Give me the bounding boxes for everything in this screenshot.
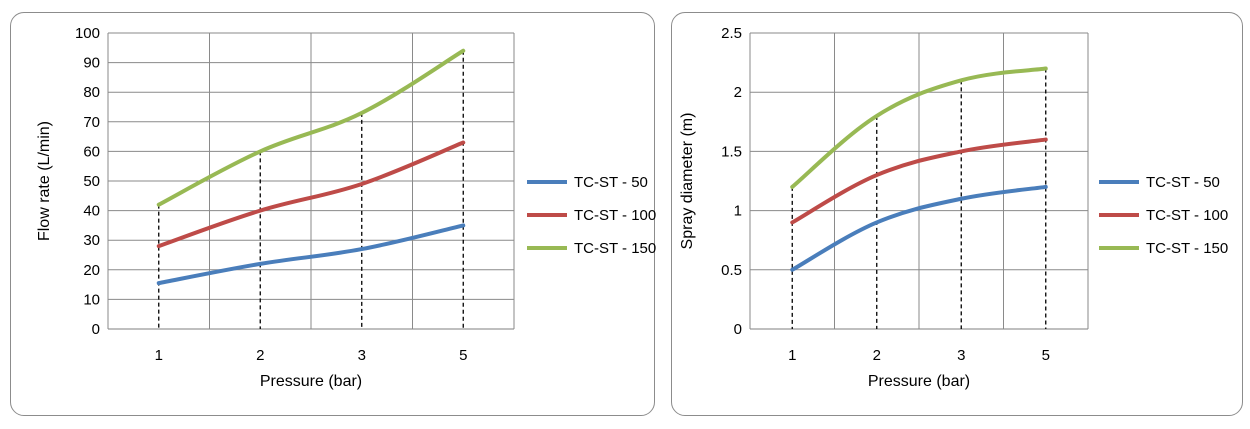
spray-series-line-1 [790,184,1048,272]
spray-x-axis-title: Pressure (bar) [868,373,970,390]
spray-y-tick-label: 1.5 [721,143,742,160]
spray-y-tick-label: 2 [734,84,742,101]
flow-x-tick-label: 1 [155,347,163,364]
flow-y-tick-label: 40 [83,203,100,220]
flow-y-tick-label: 0 [92,321,100,338]
spray-legend-label: TC-ST - 100 [1146,207,1228,224]
flow-series-line-1 [156,223,466,286]
flow-y-tick-label: 20 [83,262,100,279]
flow-y-tick-label: 100 [75,25,100,42]
spray-diameter-chart: 0 0.5 1 1.5 2 2.5 1 2 3 5 Pressure (bar) Spray diam… [679,25,1228,390]
spray-y-tick-label: 0.5 [721,262,742,279]
flow-legend-label: TC-ST - 150 [574,240,656,257]
spray-legend-label: TC-ST - 150 [1146,240,1228,257]
flow-x-tick-label: 2 [256,347,264,364]
spray-y-axis-title: Spray diameter (m) [679,113,696,250]
flow-y-axis-title: Flow rate (L/min) [36,121,53,241]
spray-y-tick-label: 0 [734,321,742,338]
flow-series-line-3 [156,48,466,207]
spray-diameter-chart-panel: 0 0.5 1 1.5 2 2.5 1 2 3 5 Pressure (bar) Spray diam… [671,12,1243,416]
spray-x-tick-label: 1 [788,347,796,364]
flow-y-tick-label: 30 [83,232,100,249]
flow-y-tick-label: 80 [83,84,100,101]
spray-x-tick-label: 5 [1042,347,1050,364]
flow-x-tick-label: 3 [358,347,366,364]
flow-y-tick-label: 60 [83,143,100,160]
flow-x-axis-title: Pressure (bar) [260,373,362,390]
flow-rate-chart-panel: 0 10 20 30 40 50 60 70 80 90 100 1 2 3 5 Pressure (bar)… [10,12,656,416]
flow-rate-chart: 0 10 20 30 40 50 60 70 80 90 100 1 2 3 5 Pressure (bar)… [36,25,656,390]
spray-y-tick-label: 2.5 [721,25,742,42]
spray-legend-label: TC-ST - 50 [1146,174,1220,191]
flow-y-tick-label: 50 [83,173,100,190]
flow-legend-label: TC-ST - 100 [574,207,656,224]
flow-y-tick-label: 90 [83,55,100,72]
spray-series-line-3 [790,66,1048,189]
flow-y-tick-label: 70 [83,114,100,131]
flow-x-tick-label: 5 [459,347,467,364]
spray-x-tick-label: 2 [873,347,881,364]
spray-y-tick-label: 1 [734,203,742,220]
flow-series-line-2 [156,140,466,249]
flow-legend-label: TC-ST - 50 [574,174,648,191]
spray-series-line-2 [790,137,1048,225]
flow-y-tick-label: 10 [83,291,100,308]
spray-x-tick-label: 3 [957,347,965,364]
